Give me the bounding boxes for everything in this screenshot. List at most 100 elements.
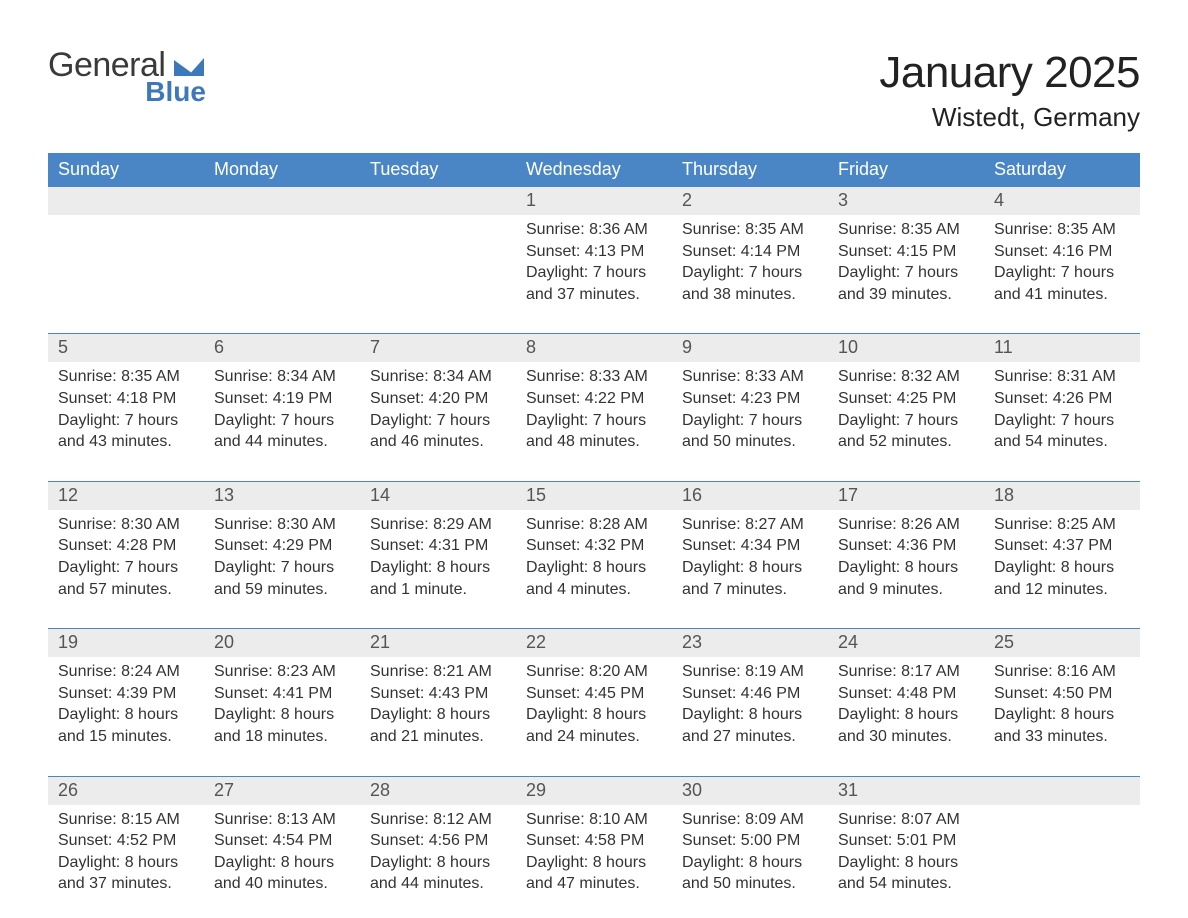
calendar-cell: 16Sunrise: 8:27 AMSunset: 4:34 PMDayligh… bbox=[672, 482, 828, 620]
day-details: Sunrise: 8:15 AMSunset: 4:52 PMDaylight:… bbox=[48, 805, 204, 915]
day-details: Sunrise: 8:30 AMSunset: 4:28 PMDaylight:… bbox=[48, 510, 204, 620]
day-number: 13 bbox=[204, 482, 360, 510]
day-number: 22 bbox=[516, 629, 672, 657]
sunrise-text: Sunrise: 8:30 AM bbox=[58, 514, 194, 536]
day-details: Sunrise: 8:13 AMSunset: 4:54 PMDaylight:… bbox=[204, 805, 360, 915]
daylight-text: Daylight: 7 hours and 59 minutes. bbox=[214, 557, 350, 600]
calendar-cell: 31Sunrise: 8:07 AMSunset: 5:01 PMDayligh… bbox=[828, 777, 984, 915]
sunrise-text: Sunrise: 8:13 AM bbox=[214, 809, 350, 831]
day-number: 20 bbox=[204, 629, 360, 657]
daylight-text: Daylight: 8 hours and 27 minutes. bbox=[682, 704, 818, 747]
day-number: 14 bbox=[360, 482, 516, 510]
sunset-text: Sunset: 4:25 PM bbox=[838, 388, 974, 410]
sunrise-text: Sunrise: 8:35 AM bbox=[58, 366, 194, 388]
calendar-cell: 13Sunrise: 8:30 AMSunset: 4:29 PMDayligh… bbox=[204, 482, 360, 620]
calendar-cell: 10Sunrise: 8:32 AMSunset: 4:25 PMDayligh… bbox=[828, 334, 984, 472]
day-details: Sunrise: 8:27 AMSunset: 4:34 PMDaylight:… bbox=[672, 510, 828, 620]
sunrise-text: Sunrise: 8:20 AM bbox=[526, 661, 662, 683]
day-details bbox=[984, 805, 1140, 851]
calendar-cell: 11Sunrise: 8:31 AMSunset: 4:26 PMDayligh… bbox=[984, 334, 1140, 472]
sunrise-text: Sunrise: 8:35 AM bbox=[994, 219, 1130, 241]
sunrise-text: Sunrise: 8:25 AM bbox=[994, 514, 1130, 536]
day-header-sunday: Sunday bbox=[48, 153, 204, 187]
sunrise-text: Sunrise: 8:28 AM bbox=[526, 514, 662, 536]
day-number: 10 bbox=[828, 334, 984, 362]
week-row: 1Sunrise: 8:36 AMSunset: 4:13 PMDaylight… bbox=[48, 187, 1140, 325]
sunrise-text: Sunrise: 8:10 AM bbox=[526, 809, 662, 831]
calendar-cell bbox=[360, 187, 516, 325]
day-header-thursday: Thursday bbox=[672, 153, 828, 187]
day-number: 6 bbox=[204, 334, 360, 362]
calendar-cell: 4Sunrise: 8:35 AMSunset: 4:16 PMDaylight… bbox=[984, 187, 1140, 325]
sunrise-text: Sunrise: 8:24 AM bbox=[58, 661, 194, 683]
day-details: Sunrise: 8:31 AMSunset: 4:26 PMDaylight:… bbox=[984, 362, 1140, 472]
day-details: Sunrise: 8:36 AMSunset: 4:13 PMDaylight:… bbox=[516, 215, 672, 325]
day-details: Sunrise: 8:12 AMSunset: 4:56 PMDaylight:… bbox=[360, 805, 516, 915]
day-details bbox=[360, 215, 516, 261]
day-details: Sunrise: 8:23 AMSunset: 4:41 PMDaylight:… bbox=[204, 657, 360, 767]
daylight-text: Daylight: 7 hours and 38 minutes. bbox=[682, 262, 818, 305]
day-details: Sunrise: 8:34 AMSunset: 4:19 PMDaylight:… bbox=[204, 362, 360, 472]
calendar-cell: 18Sunrise: 8:25 AMSunset: 4:37 PMDayligh… bbox=[984, 482, 1140, 620]
calendar-cell: 24Sunrise: 8:17 AMSunset: 4:48 PMDayligh… bbox=[828, 629, 984, 767]
day-number: 19 bbox=[48, 629, 204, 657]
sunset-text: Sunset: 4:37 PM bbox=[994, 535, 1130, 557]
day-details: Sunrise: 8:26 AMSunset: 4:36 PMDaylight:… bbox=[828, 510, 984, 620]
title-block: January 2025 Wistedt, Germany bbox=[879, 48, 1140, 147]
sunset-text: Sunset: 4:50 PM bbox=[994, 683, 1130, 705]
daylight-text: Daylight: 8 hours and 47 minutes. bbox=[526, 852, 662, 895]
daylight-text: Daylight: 8 hours and 12 minutes. bbox=[994, 557, 1130, 600]
calendar-cell bbox=[204, 187, 360, 325]
calendar-cell: 3 Sunrise: 8:35 AMSunset: 4:15 PMDaylight… bbox=[828, 187, 984, 325]
day-number: 4 bbox=[984, 187, 1140, 215]
sunset-text: Sunset: 4:29 PM bbox=[214, 535, 350, 557]
week-row: 5Sunrise: 8:35 AMSunset: 4:18 PMDaylight… bbox=[48, 333, 1140, 472]
calendar-cell: 27Sunrise: 8:13 AMSunset: 4:54 PMDayligh… bbox=[204, 777, 360, 915]
day-details: Sunrise: 8:16 AMSunset: 4:50 PMDaylight:… bbox=[984, 657, 1140, 767]
day-details: Sunrise: 8:35 AMSunset: 4:16 PMDaylight:… bbox=[984, 215, 1140, 325]
sunset-text: Sunset: 4:58 PM bbox=[526, 830, 662, 852]
sunrise-text: Sunrise: 8:09 AM bbox=[682, 809, 818, 831]
sunset-text: Sunset: 4:22 PM bbox=[526, 388, 662, 410]
day-details bbox=[48, 215, 204, 261]
day-number: 24 bbox=[828, 629, 984, 657]
sunrise-text: Sunrise: 8:16 AM bbox=[994, 661, 1130, 683]
calendar-cell bbox=[984, 777, 1140, 915]
sunset-text: Sunset: 4:14 PM bbox=[682, 241, 818, 263]
day-details: Sunrise: 8:33 AMSunset: 4:22 PMDaylight:… bbox=[516, 362, 672, 472]
day-number: 9 bbox=[672, 334, 828, 362]
sunrise-text: Sunrise: 8:34 AM bbox=[370, 366, 506, 388]
day-details: Sunrise: 8:21 AMSunset: 4:43 PMDaylight:… bbox=[360, 657, 516, 767]
day-number bbox=[984, 777, 1140, 805]
calendar-cell: 2Sunrise: 8:35 AMSunset: 4:14 PMDaylight… bbox=[672, 187, 828, 325]
day-number: 8 bbox=[516, 334, 672, 362]
daylight-text: Daylight: 7 hours and 43 minutes. bbox=[58, 410, 194, 453]
calendar-cell: 21Sunrise: 8:21 AMSunset: 4:43 PMDayligh… bbox=[360, 629, 516, 767]
sunset-text: Sunset: 4:48 PM bbox=[838, 683, 974, 705]
day-number: 12 bbox=[48, 482, 204, 510]
day-header-row: SundayMondayTuesdayWednesdayThursdayFrid… bbox=[48, 153, 1140, 187]
daylight-text: Daylight: 8 hours and 37 minutes. bbox=[58, 852, 194, 895]
calendar-cell: 14Sunrise: 8:29 AMSunset: 4:31 PMDayligh… bbox=[360, 482, 516, 620]
sunset-text: Sunset: 4:13 PM bbox=[526, 241, 662, 263]
day-number: 3 bbox=[828, 187, 984, 215]
day-details: Sunrise: 8:33 AMSunset: 4:23 PMDaylight:… bbox=[672, 362, 828, 472]
sunrise-text: Sunrise: 8:35 AM bbox=[838, 219, 974, 241]
daylight-text: Daylight: 8 hours and 15 minutes. bbox=[58, 704, 194, 747]
daylight-text: Daylight: 7 hours and 37 minutes. bbox=[526, 262, 662, 305]
day-details: Sunrise: 8:35 AMSunset: 4:14 PMDaylight:… bbox=[672, 215, 828, 325]
day-number: 29 bbox=[516, 777, 672, 805]
daylight-text: Daylight: 7 hours and 39 minutes. bbox=[838, 262, 974, 305]
daylight-text: Daylight: 7 hours and 48 minutes. bbox=[526, 410, 662, 453]
calendar-cell bbox=[48, 187, 204, 325]
week-row: 12Sunrise: 8:30 AMSunset: 4:28 PMDayligh… bbox=[48, 481, 1140, 620]
calendar-cell: 12Sunrise: 8:30 AMSunset: 4:28 PMDayligh… bbox=[48, 482, 204, 620]
sunset-text: Sunset: 4:15 PM bbox=[838, 241, 974, 263]
sunrise-text: Sunrise: 8:35 AM bbox=[682, 219, 818, 241]
sunset-text: Sunset: 4:28 PM bbox=[58, 535, 194, 557]
day-details: Sunrise: 8:25 AMSunset: 4:37 PMDaylight:… bbox=[984, 510, 1140, 620]
day-number: 1 bbox=[516, 187, 672, 215]
sunrise-text: Sunrise: 8:17 AM bbox=[838, 661, 974, 683]
day-details: Sunrise: 8:07 AMSunset: 5:01 PMDaylight:… bbox=[828, 805, 984, 915]
sunrise-text: Sunrise: 8:19 AM bbox=[682, 661, 818, 683]
